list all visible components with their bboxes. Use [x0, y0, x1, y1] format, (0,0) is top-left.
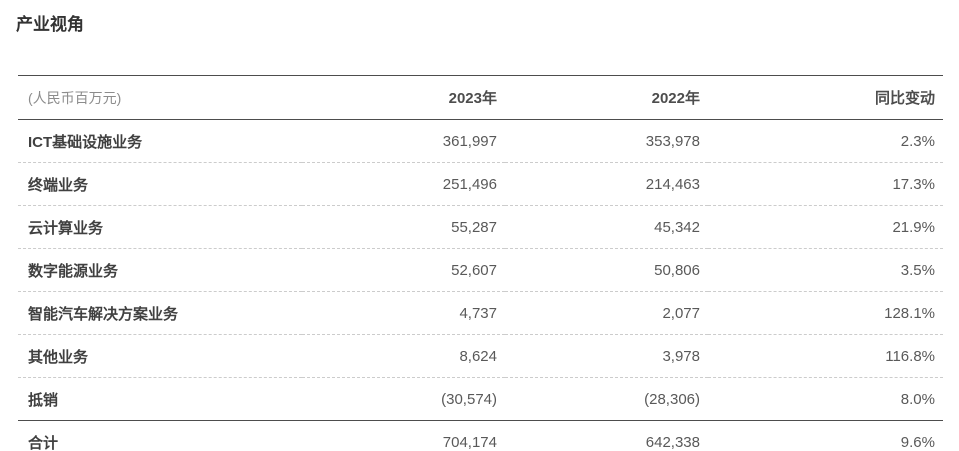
col-header-yoy: 同比变动	[708, 75, 943, 120]
row-value-yoy: 8.0%	[708, 377, 943, 421]
row-label: 智能汽车解决方案业务	[18, 291, 302, 335]
row-value-2023: 55,287	[302, 205, 505, 249]
table-row: 抵销 (30,574) (28,306) 8.0%	[18, 377, 943, 421]
row-label: 其他业务	[18, 334, 302, 378]
col-header-2022: 2022年	[505, 75, 708, 120]
row-value-2022: 353,978	[645, 132, 700, 150]
row-value-2022: 45,342	[505, 205, 708, 249]
table-row: 终端业务 251,496 214,463 17.3%	[18, 162, 943, 206]
row-value-2023: 8,624	[302, 334, 505, 378]
row-label: 数字能源业务	[18, 248, 302, 292]
row-value-2023: 52,607	[302, 248, 505, 292]
row-value-2022: 214,463	[505, 162, 708, 206]
row-value-yoy: 21.9%	[708, 205, 943, 249]
row-value-2022: 3,978	[505, 334, 708, 378]
row-value-2023: 251,496	[302, 162, 505, 206]
page-title: 产业视角	[16, 15, 84, 34]
table-row-total: 合计 704,174 642,338 9.6%	[18, 420, 943, 451]
table-row: 数字能源业务 52,607 50,806 3.5%	[18, 248, 943, 292]
row-label: 抵销	[18, 377, 302, 421]
col-header-2023: 2023年	[302, 75, 505, 120]
row-value-yoy: 3.5%	[708, 248, 943, 292]
row-value-yoy: 116.8%	[708, 334, 943, 378]
table-header: (人民币百万元) 2023年 2022年 同比变动	[18, 75, 943, 120]
row-value-2022: 642,338	[505, 420, 708, 451]
row-value-2023: 361,997	[442, 132, 497, 150]
row-value-2023: (30,574)	[302, 377, 505, 421]
row-value-yoy: 9.6%	[708, 420, 943, 451]
row-value-2022: 50,806	[505, 248, 708, 292]
row-label: 终端业务	[18, 162, 302, 206]
row-label: 合计	[18, 420, 302, 451]
table-row: 其他业务 8,624 3,978 116.8%	[18, 334, 943, 378]
row-value-2022: 2,077	[505, 291, 708, 335]
row-label: ICT基础设施业务	[28, 133, 143, 151]
row-value-2022: (28,306)	[505, 377, 708, 421]
row-label: 云计算业务	[18, 205, 302, 249]
row-value-2023: 4,737	[302, 291, 505, 335]
row-value-yoy: 2.3%	[900, 132, 935, 150]
table-row: 云计算业务 55,287 45,342 21.9%	[18, 205, 943, 249]
table-body: ICT基础设施业务 361,997 353,978 2.3% 终端业务 251,…	[18, 120, 943, 451]
row-value-yoy: 128.1%	[708, 291, 943, 335]
row-value-yoy: 17.3%	[708, 162, 943, 206]
table-row: 智能汽车解决方案业务 4,737 2,077 128.1%	[18, 291, 943, 335]
header-row: (人民币百万元) 2023年 2022年 同比变动	[18, 75, 943, 120]
unit-label: (人民币百万元)	[18, 75, 302, 120]
row-value-2023: 704,174	[302, 420, 505, 451]
industry-perspective-table: (人民币百万元) 2023年 2022年 同比变动 ICT基础设施业务 361,…	[18, 75, 943, 451]
table-row: ICT基础设施业务 361,997 353,978 2.3%	[18, 120, 943, 163]
